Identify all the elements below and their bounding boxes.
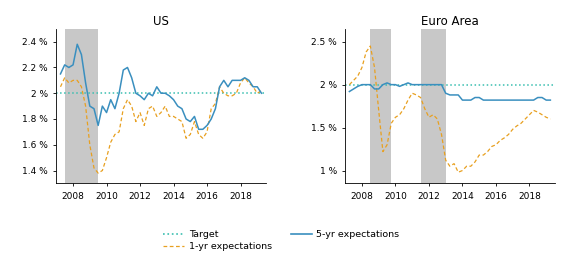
Title: US: US: [153, 15, 169, 28]
Bar: [65, 29, 98, 183]
Bar: [421, 29, 446, 183]
Title: Euro Area: Euro Area: [421, 15, 479, 28]
Bar: [370, 29, 391, 183]
Legend: Target, 1-yr expectations, 5-yr expectations: Target, 1-yr expectations, 5-yr expectat…: [160, 226, 403, 255]
